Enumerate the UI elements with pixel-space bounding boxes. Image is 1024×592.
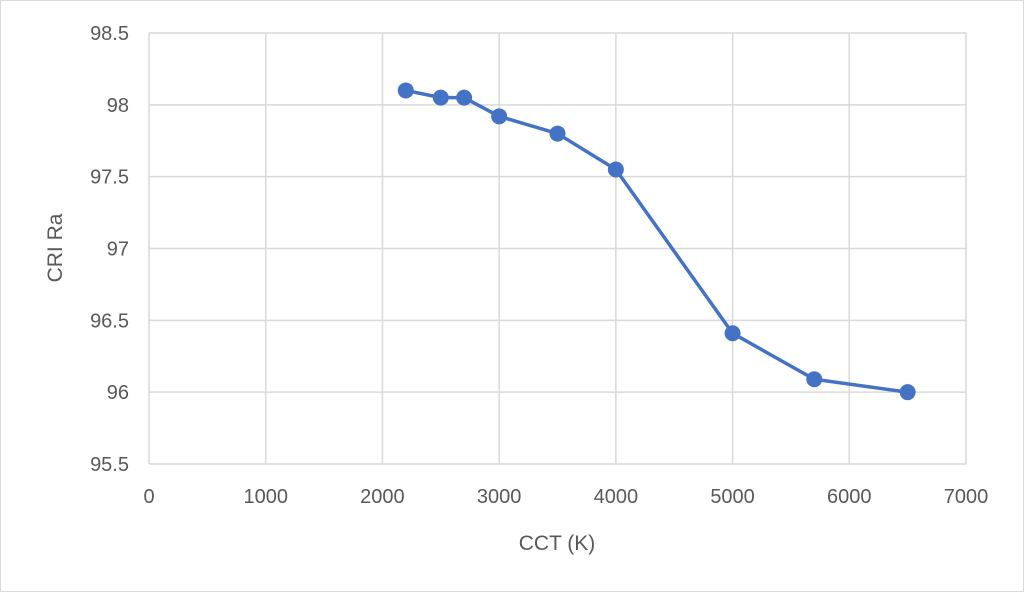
y-tick-label: 98 [107,95,129,117]
data-point [456,89,473,106]
data-point [432,89,449,106]
x-tick-label: 4000 [594,486,639,508]
data-point [899,384,916,401]
x-tick-label: 6000 [827,486,872,508]
y-axis-label: CRI Ra [44,213,67,282]
data-point [549,125,566,142]
data-point [724,325,741,342]
x-tick-label: 3000 [477,486,522,508]
y-tick-label: 97.5 [90,167,129,189]
y-tick-label: 98.5 [90,23,129,45]
x-axis-label: CCT (K) [519,532,596,555]
x-tick-label: 0 [143,486,154,508]
x-tick-label: 1000 [243,486,288,508]
data-point [806,371,823,388]
data-point [397,82,414,99]
x-tick-label: 5000 [710,486,755,508]
data-point [607,161,624,178]
y-tick-label: 96 [107,382,129,404]
data-point [491,108,508,125]
series-line [405,88,908,394]
y-tick-label: 96.5 [90,310,129,332]
x-tick-label: 7000 [944,486,989,508]
y-tick-label: 95.5 [90,454,129,476]
y-tick-label: 97 [107,239,129,261]
x-tick-label: 2000 [360,486,405,508]
